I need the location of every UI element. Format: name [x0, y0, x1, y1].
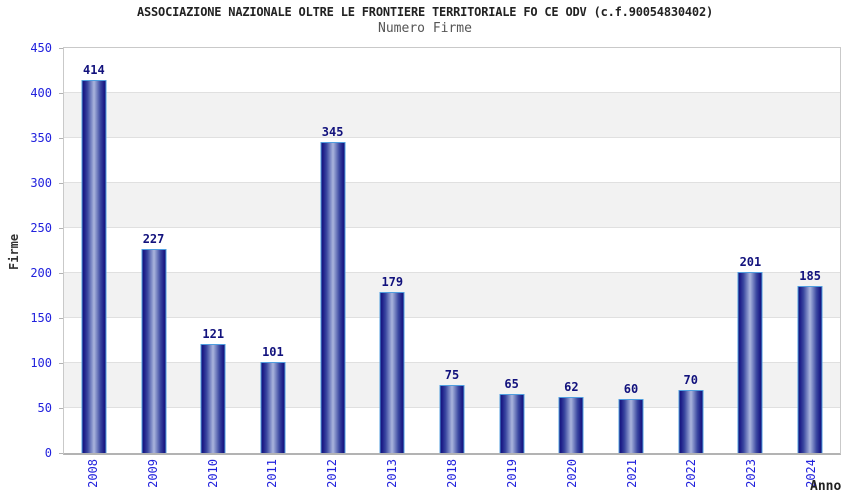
y-tick-mark [59, 408, 63, 409]
y-tick-label: 450 [30, 41, 52, 55]
y-tick-mark [59, 183, 63, 184]
x-tick-label: 2013 [385, 459, 400, 488]
bar [260, 362, 286, 453]
bar-slot: 121 [183, 48, 243, 453]
x-tick-slot: 2020 [542, 459, 602, 497]
bar [737, 272, 763, 453]
y-tick-label: 300 [30, 176, 52, 190]
bar-value-label: 201 [739, 255, 762, 269]
x-tick-slot: 2012 [302, 459, 362, 497]
bar-slot: 414 [64, 48, 124, 453]
x-tick-slot: 2013 [362, 459, 422, 497]
bar [439, 385, 465, 453]
x-tick-label: 2021 [624, 459, 639, 488]
bars-container: 414 227 121 101 345 179 75 65 62 60 70 201 185 [64, 48, 840, 453]
y-tick-mark [59, 228, 63, 229]
y-tick-mark [59, 273, 63, 274]
x-tick-slot: 2008 [63, 459, 123, 497]
bar-slot: 201 [721, 48, 781, 453]
x-tick-slot: 2011 [243, 459, 303, 497]
bar-value-label: 75 [444, 368, 460, 382]
gridline [64, 137, 840, 138]
y-tick-label: 150 [30, 311, 52, 325]
x-tick-label: 2023 [744, 459, 759, 488]
bar-value-label: 185 [799, 269, 821, 283]
x-tick-label: 2022 [684, 459, 699, 488]
y-tick-mark [59, 318, 63, 319]
y-tick-mark [59, 363, 63, 364]
y-tick-mark [59, 93, 63, 94]
chart-title: ASSOCIAZIONE NAZIONALE OLTRE LE FRONTIER… [136, 5, 714, 19]
bar [558, 397, 584, 453]
x-tick-label: 2019 [504, 459, 519, 488]
x-tick-slot: 2010 [183, 459, 243, 497]
gridline [64, 362, 840, 363]
y-tick-label: 50 [37, 401, 52, 415]
gridline [64, 92, 840, 93]
bar-value-label: 62 [564, 380, 579, 394]
bar-value-label: 121 [202, 327, 225, 341]
x-axis-title: Anno [810, 479, 842, 494]
bar [797, 286, 823, 453]
x-tick-label: 2018 [444, 459, 459, 488]
bar-value-label: 227 [142, 232, 165, 246]
x-tick-slot: 2018 [422, 459, 482, 497]
x-tick-slot: 2022 [661, 459, 721, 497]
bar [81, 80, 107, 453]
x-tick-slot: 2021 [602, 459, 662, 497]
bar [200, 344, 226, 453]
bar-value-label: 345 [321, 125, 344, 139]
y-tick-label: 0 [44, 446, 52, 460]
bar [678, 390, 704, 453]
bar [618, 399, 644, 453]
y-tick-label: 100 [30, 356, 52, 370]
x-tick-slot: 2009 [123, 459, 183, 497]
x-tick-slot: 2019 [482, 459, 542, 497]
bar [499, 394, 525, 453]
bar-slot: 185 [780, 48, 840, 453]
bar [141, 249, 167, 453]
bar-slot: 227 [124, 48, 184, 453]
x-tick-label: 2008 [85, 459, 100, 488]
y-tick-mark [59, 453, 63, 454]
x-tick-label: 2012 [325, 459, 340, 488]
bar-slot: 101 [243, 48, 303, 453]
bar-value-label: 70 [683, 373, 698, 387]
bar-slot: 65 [482, 48, 542, 453]
bar-value-label: 65 [504, 377, 519, 391]
chart-subtitle: Numero Firme [378, 21, 472, 36]
bar-value-label: 101 [262, 345, 284, 359]
bar-slot: 62 [542, 48, 602, 453]
x-tick-label: 2010 [205, 459, 220, 488]
gridline [64, 182, 840, 183]
y-tick-mark [59, 138, 63, 139]
bar-slot: 345 [303, 48, 363, 453]
x-tick-label: 2020 [564, 459, 579, 488]
bar-slot: 179 [362, 48, 422, 453]
x-tick-label: 2009 [145, 459, 160, 488]
y-tick-label: 250 [30, 221, 52, 235]
y-tick-label: 350 [30, 131, 52, 145]
x-tick-slot: 2023 [721, 459, 781, 497]
bar-value-label: 179 [381, 275, 404, 289]
bar [320, 142, 346, 453]
y-tick-label: 400 [30, 86, 52, 100]
x-tick-label: 2011 [265, 459, 280, 488]
bar-slot: 75 [422, 48, 482, 453]
gridline [64, 227, 840, 228]
x-axis: 2008 2009 2010 2011 2012 2013 2018 2019 2020 2021… [63, 459, 841, 497]
plot-area: 414 227 121 101 345 179 75 65 62 60 70 201 185 [63, 47, 841, 455]
bar-slot: 70 [661, 48, 721, 453]
bar-slot: 60 [601, 48, 661, 453]
y-tick-mark [59, 48, 63, 49]
bar-value-label: 60 [623, 382, 639, 396]
bar [379, 292, 405, 453]
gridline [64, 272, 840, 273]
bar-value-label: 414 [83, 63, 105, 77]
y-tick-label: 200 [30, 266, 52, 280]
gridline [64, 317, 840, 318]
